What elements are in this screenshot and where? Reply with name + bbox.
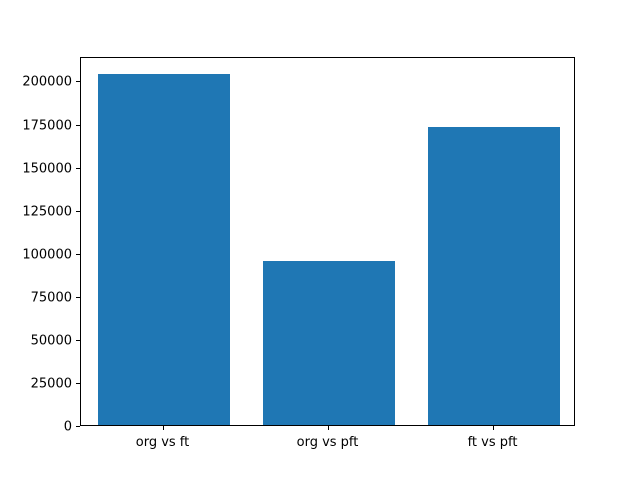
bar: [427, 126, 560, 425]
y-tick-mark: [76, 339, 80, 341]
x-tick-mark: [162, 426, 164, 430]
y-tick-mark: [76, 382, 80, 384]
y-tick-mark: [76, 296, 80, 298]
y-tick-label: 200000: [22, 74, 72, 90]
y-tick-label: 150000: [22, 161, 72, 177]
y-tick-mark: [76, 253, 80, 255]
y-tick-mark: [76, 210, 80, 212]
bar: [262, 261, 395, 425]
y-tick-label: 125000: [22, 204, 72, 220]
y-tick-label: 50000: [30, 333, 72, 349]
x-tick-mark: [492, 426, 494, 430]
x-tick-label: org vs ft: [135, 435, 190, 450]
bar: [97, 73, 230, 425]
y-tick-label: 25000: [30, 376, 72, 392]
x-tick-mark: [327, 426, 329, 430]
y-tick-label: 0: [63, 419, 72, 435]
x-tick-label: ft vs pft: [467, 435, 518, 450]
y-tick-mark: [76, 426, 80, 427]
plot-area: [80, 57, 575, 426]
y-tick-label: 75000: [30, 290, 72, 306]
y-tick-label: 100000: [22, 247, 72, 263]
y-tick-mark: [76, 81, 80, 83]
y-tick-mark: [76, 124, 80, 126]
x-tick-label: org vs pft: [296, 435, 359, 450]
y-tick-mark: [76, 167, 80, 169]
y-tick-label: 175000: [22, 118, 72, 134]
